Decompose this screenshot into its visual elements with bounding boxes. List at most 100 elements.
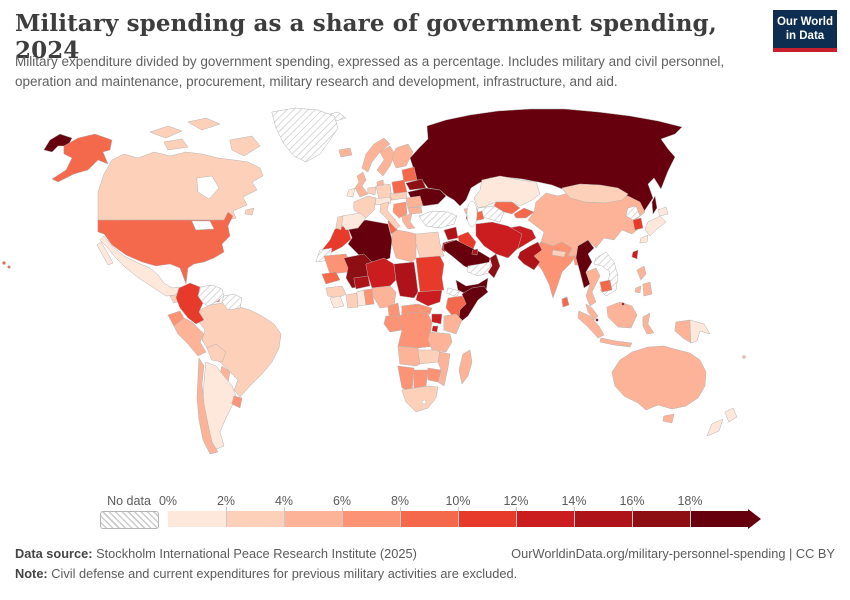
country-oman[interactable] — [487, 253, 501, 279]
country-fiji[interactable] — [742, 355, 746, 359]
legend-bin-16-18%[interactable] — [632, 511, 690, 527]
country-ireland[interactable] — [346, 187, 356, 198]
country-sierra-leone-liberia[interactable] — [329, 295, 345, 309]
country-north-korea[interactable] — [625, 205, 641, 221]
country-philippines-luzon[interactable] — [636, 265, 647, 281]
country-romania[interactable] — [405, 195, 424, 209]
country-syria[interactable] — [443, 226, 459, 241]
country-kazakhstan[interactable] — [473, 175, 541, 209]
country-norway[interactable] — [361, 137, 391, 173]
country-kyrgyzstan-tajikistan[interactable] — [513, 207, 535, 219]
country-south-africa[interactable] — [401, 385, 439, 413]
country-guyana-suriname[interactable] — [221, 293, 243, 311]
country-indonesia-papua[interactable] — [674, 319, 692, 344]
country-indonesia-java[interactable] — [599, 337, 633, 348]
country-russia-chukotka[interactable] — [43, 133, 73, 153]
legend-bin-2-4%[interactable] — [226, 511, 284, 527]
country-iran[interactable] — [475, 221, 523, 259]
country-france[interactable] — [353, 195, 377, 219]
country-peru[interactable] — [173, 317, 207, 357]
country-baltic-states[interactable] — [401, 166, 418, 183]
country-poland[interactable] — [391, 179, 408, 195]
country-greenland[interactable] — [271, 107, 339, 163]
country-madagascar[interactable] — [458, 349, 473, 385]
country-bulgaria[interactable] — [407, 206, 423, 215]
country-botswana[interactable] — [413, 369, 429, 389]
country-zimbabwe[interactable] — [427, 367, 442, 383]
country-canada-island3[interactable] — [229, 135, 261, 157]
country-libya[interactable] — [391, 229, 417, 263]
country-greece[interactable] — [401, 213, 416, 230]
country-uruguay[interactable] — [231, 395, 243, 409]
legend-no-data-swatch[interactable] — [100, 511, 159, 529]
country-indonesia-borneo[interactable] — [606, 301, 638, 329]
country-thailand[interactable] — [585, 267, 601, 307]
country-turkey[interactable] — [418, 210, 458, 229]
legend-bar[interactable] — [168, 511, 748, 527]
country-italy[interactable] — [379, 201, 401, 230]
country-kuwait[interactable] — [471, 248, 479, 256]
country-mauritania[interactable] — [323, 253, 351, 275]
country-singapore[interactable] — [595, 318, 599, 322]
country-india[interactable] — [532, 241, 577, 299]
legend-bin-8-10%[interactable] — [400, 511, 458, 527]
country-indonesia-sulawesi[interactable] — [642, 312, 655, 335]
country-brazil[interactable] — [195, 302, 282, 398]
country-finland[interactable] — [391, 143, 414, 169]
country-namibia[interactable] — [397, 365, 415, 393]
country-japan-kyushu[interactable] — [639, 234, 649, 244]
country-uganda[interactable] — [431, 313, 443, 325]
country-australia[interactable] — [611, 345, 707, 411]
legend-bin-12-14%[interactable] — [516, 511, 574, 527]
country-guinea[interactable] — [325, 285, 347, 299]
country-dr-congo[interactable] — [397, 311, 435, 349]
country-japan-honshu[interactable] — [644, 215, 667, 237]
legend-bin-6-8%[interactable] — [342, 511, 400, 527]
country-niger[interactable] — [365, 257, 397, 289]
country-new-zealand-south[interactable] — [706, 418, 724, 437]
country-philippines-mindanao[interactable] — [642, 281, 653, 297]
country-angola[interactable] — [397, 345, 421, 367]
country-mexico-baja[interactable] — [96, 241, 114, 266]
country-bolivia[interactable] — [206, 343, 227, 363]
country-laos-vietnam[interactable] — [593, 251, 619, 297]
country-philippines-visayas[interactable] — [634, 285, 642, 294]
country-russia[interactable] — [409, 108, 683, 214]
country-cambodia[interactable] — [599, 279, 613, 293]
country-south-korea[interactable] — [632, 217, 644, 231]
country-benelux[interactable] — [367, 186, 377, 196]
country-usa[interactable] — [97, 211, 234, 285]
owid-link[interactable]: OurWorldinData.org/military-personnel-sp… — [511, 546, 835, 561]
country-burkina-faso[interactable] — [353, 275, 371, 290]
country-united-kingdom[interactable] — [354, 171, 369, 198]
legend-bin-10-12%[interactable] — [458, 511, 516, 527]
country-venezuela[interactable] — [197, 284, 225, 307]
country-papua-new-guinea[interactable] — [689, 319, 711, 344]
country-canada-island4[interactable] — [163, 138, 189, 151]
country-czechia-slovakia-hungary[interactable] — [389, 191, 408, 201]
country-usa-alaska[interactable] — [51, 133, 113, 183]
legend-bin-18%+[interactable] — [690, 511, 748, 527]
country-usa-hawaii1[interactable] — [2, 261, 6, 265]
country-kenya[interactable] — [443, 313, 463, 335]
country-mozambique[interactable] — [437, 351, 451, 387]
country-malaysia[interactable] — [585, 303, 599, 321]
country-togo-benin[interactable] — [363, 288, 375, 306]
country-russia-sakhalin[interactable] — [651, 195, 658, 215]
legend-bin-0-2%[interactable] — [168, 511, 226, 527]
country-somalia[interactable] — [457, 285, 489, 325]
country-congo-gabon[interactable] — [383, 315, 403, 333]
country-brunei[interactable] — [621, 302, 625, 306]
country-mongolia[interactable] — [561, 183, 629, 204]
world-choropleth-map[interactable] — [0, 0, 850, 480]
country-chile[interactable] — [196, 357, 219, 455]
country-senegal[interactable] — [321, 271, 341, 285]
country-canada-island2[interactable] — [187, 117, 221, 131]
country-sri-lanka[interactable] — [561, 296, 570, 308]
country-usa-hawaii2[interactable] — [7, 265, 11, 269]
country-japan-hokkaido[interactable] — [657, 206, 669, 217]
legend-bin-4-6%[interactable] — [284, 511, 342, 527]
legend-bin-14-16%[interactable] — [574, 511, 632, 527]
country-canada-island1[interactable] — [149, 125, 183, 139]
country-zambia[interactable] — [417, 349, 441, 365]
